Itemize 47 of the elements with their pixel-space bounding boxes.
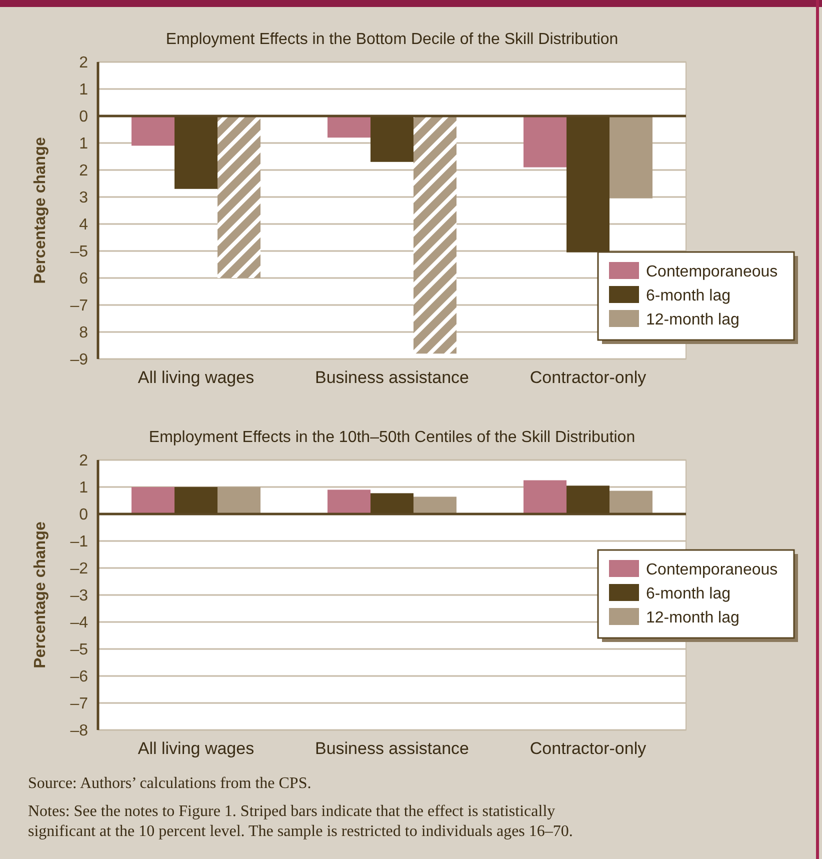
legend-label: Contemporaneous (646, 562, 778, 579)
legend-label: 6-month lag (646, 288, 730, 305)
y-tick-label: –5 (70, 244, 88, 261)
y-tick-label: –2 (70, 560, 88, 578)
text: Notes: See the notes to Figure 1. Striped bars indicate that the effect is statistically significant at the 10 percent level. The sample is restricted to individuals ages 16–70. (28, 803, 573, 840)
y-tick-label: 0 (79, 108, 88, 126)
y-tick-label: 0 (79, 506, 88, 524)
source-note: Source: Authors’ calculations from the CPS. (28, 775, 312, 792)
y-axis-title: Percentage change (32, 137, 49, 284)
chart-title: Employment Effects in the 10th–50th Centiles of the Skill Distribution (148, 429, 636, 446)
legend-label: 6-month lag (646, 586, 730, 603)
bar (610, 490, 652, 514)
x-tick-label: All living wages (138, 739, 254, 758)
y-tick-label: –6 (70, 668, 88, 686)
x-tick-label: All living wages (138, 368, 254, 387)
y-tick-label: 6 (79, 270, 88, 288)
y-tick-label: –7 (70, 696, 88, 713)
y-tick-label: 1 (79, 82, 88, 99)
bar (328, 490, 370, 514)
y-tick-label: 3 (79, 190, 88, 207)
y-axis-title: Percentage change (32, 522, 49, 668)
y-tick-label: –1 (70, 534, 88, 551)
y-tick-label: –4 (70, 614, 88, 632)
bar (132, 487, 174, 514)
y-tick-label: –7 (70, 298, 88, 315)
bar (218, 487, 260, 514)
y-tick-label: 2 (79, 54, 88, 72)
y-tick-label: 8 (79, 324, 88, 342)
y-tick-label: 2 (79, 162, 88, 180)
y-tick-label: 4 (79, 216, 88, 234)
y-tick-label: 1 (79, 136, 88, 153)
x-tick-label: Business assistance (314, 739, 470, 758)
chart-title: Employment Effects in the Bottom Decile of the Skill Distribution (166, 31, 618, 48)
y-tick-label: –5 (70, 642, 88, 659)
bar (524, 480, 566, 514)
legend-label: Contemporaneous (646, 264, 778, 281)
y-tick-label: 2 (79, 452, 88, 470)
legend-label: 12-month lag (646, 312, 740, 329)
bar (414, 496, 456, 514)
y-tick-label: 1 (79, 480, 88, 497)
y-tick-label: –8 (70, 722, 88, 740)
y-tick-label: –9 (70, 352, 88, 369)
x-tick-label: Business assistance (314, 368, 470, 387)
y-tick-label: –3 (70, 588, 88, 605)
legend-label: 12-month lag (646, 610, 740, 627)
x-tick-label: Contractor-only (530, 739, 647, 758)
x-tick-label: Contractor-only (530, 368, 647, 387)
